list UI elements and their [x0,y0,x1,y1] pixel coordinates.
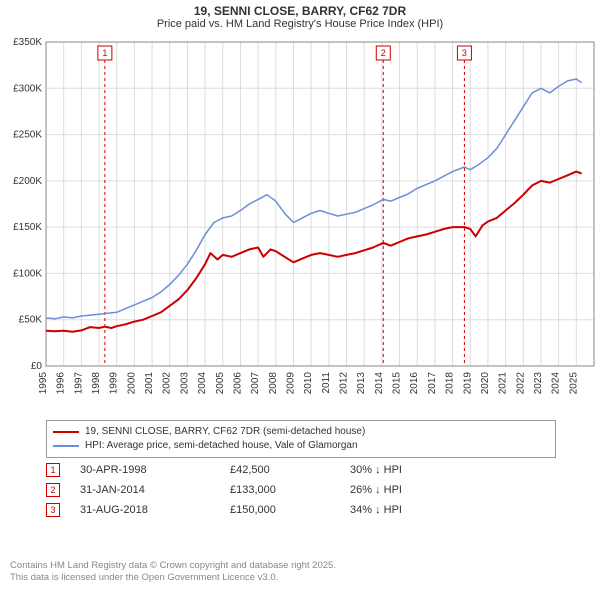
svg-text:£200K: £200K [13,176,42,187]
svg-text:2002: 2002 [162,372,173,395]
chart-title-line1: 19, SENNI CLOSE, BARRY, CF62 7DR [0,4,600,18]
svg-text:£0: £0 [31,361,43,372]
marker-date: 31-JAN-2014 [80,484,230,496]
svg-text:3: 3 [462,48,467,58]
svg-text:£250K: £250K [13,130,42,141]
legend-label: HPI: Average price, semi-detached house,… [85,439,358,453]
svg-text:2018: 2018 [445,372,456,395]
legend-row: 19, SENNI CLOSE, BARRY, CF62 7DR (semi-d… [53,425,549,439]
marker-badge: 3 [46,503,60,517]
svg-text:2005: 2005 [215,372,226,395]
svg-text:2010: 2010 [303,372,314,395]
svg-text:2006: 2006 [232,372,243,395]
svg-text:£100K: £100K [13,268,42,279]
svg-text:1996: 1996 [56,372,67,395]
chart-title-block: 19, SENNI CLOSE, BARRY, CF62 7DR Price p… [0,0,600,32]
marker-price: £42,500 [230,464,350,476]
footer: Contains HM Land Registry data © Crown c… [10,560,336,584]
marker-date: 30-APR-1998 [80,464,230,476]
chart-area: £0 £50K £100K £150K £200K £250K £300K £350K 1995… [0,34,600,412]
svg-text:2016: 2016 [409,372,420,395]
legend: 19, SENNI CLOSE, BARRY, CF62 7DR (semi-d… [46,420,556,458]
svg-text:2009: 2009 [285,372,296,395]
svg-text:2015: 2015 [392,372,403,395]
svg-text:2020: 2020 [480,372,491,395]
marker-row: 2 31-JAN-2014 £133,000 26% ↓ HPI [46,480,556,500]
marker-price: £150,000 [230,504,350,516]
svg-text:1997: 1997 [73,372,84,395]
chart-title-line2: Price paid vs. HM Land Registry's House … [0,18,600,30]
svg-text:1995: 1995 [38,372,49,395]
legend-swatch [53,445,79,447]
svg-text:2022: 2022 [515,372,526,395]
marker-date: 31-AUG-2018 [80,504,230,516]
legend-swatch [53,431,79,433]
svg-text:£150K: £150K [13,222,42,233]
marker-pct: 26% ↓ HPI [350,484,500,496]
svg-text:2001: 2001 [144,372,155,395]
line-chart-svg: £0 £50K £100K £150K £200K £250K £300K £350K 1995… [0,34,600,412]
footer-line2: This data is licensed under the Open Gov… [10,572,336,584]
marker-row: 3 31-AUG-2018 £150,000 34% ↓ HPI [46,500,556,520]
svg-text:2007: 2007 [250,372,261,395]
svg-text:2012: 2012 [339,372,350,395]
svg-text:2000: 2000 [126,372,137,395]
marker-badge: 1 [46,463,60,477]
marker-pct: 34% ↓ HPI [350,504,500,516]
svg-text:1999: 1999 [109,372,120,395]
marker-pct: 30% ↓ HPI [350,464,500,476]
svg-text:2019: 2019 [462,372,473,395]
svg-text:2013: 2013 [356,372,367,395]
svg-text:2023: 2023 [533,372,544,395]
svg-text:2: 2 [381,48,386,58]
svg-text:2004: 2004 [197,372,208,395]
svg-text:2011: 2011 [321,372,332,394]
svg-text:1998: 1998 [91,372,102,395]
marker-table: 1 30-APR-1998 £42,500 30% ↓ HPI 2 31-JAN… [46,460,556,520]
svg-text:£350K: £350K [13,37,42,48]
svg-text:1: 1 [102,48,107,58]
legend-label: 19, SENNI CLOSE, BARRY, CF62 7DR (semi-d… [85,425,365,439]
svg-text:2021: 2021 [498,372,509,395]
marker-row: 1 30-APR-1998 £42,500 30% ↓ HPI [46,460,556,480]
svg-text:£50K: £50K [19,315,43,326]
svg-text:2024: 2024 [551,372,562,395]
svg-text:2017: 2017 [427,372,438,395]
svg-text:2003: 2003 [179,372,190,395]
svg-text:2014: 2014 [374,372,385,395]
marker-badge: 2 [46,483,60,497]
svg-text:2008: 2008 [268,372,279,395]
marker-price: £133,000 [230,484,350,496]
footer-line1: Contains HM Land Registry data © Crown c… [10,560,336,572]
svg-text:£300K: £300K [13,83,42,94]
legend-row: HPI: Average price, semi-detached house,… [53,439,549,453]
svg-text:2025: 2025 [568,372,579,395]
